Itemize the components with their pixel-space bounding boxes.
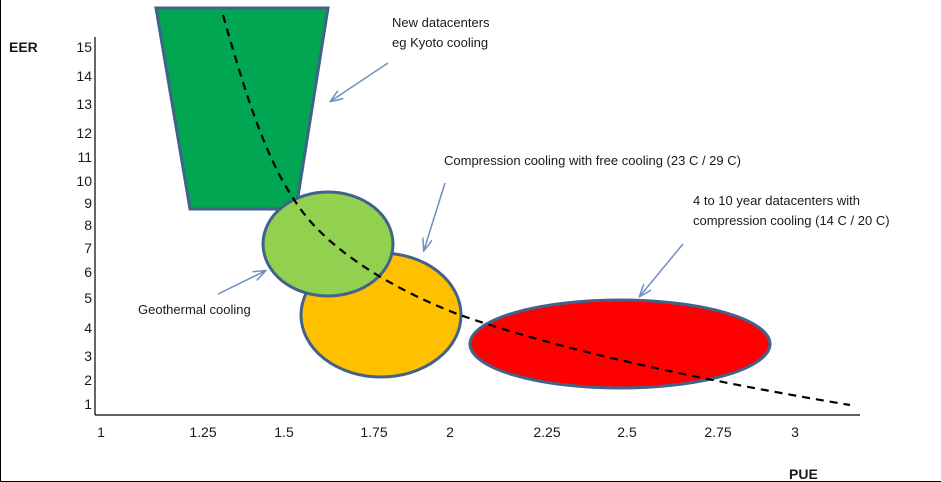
y-tick-label: 1 xyxy=(84,396,92,412)
y-tick-label: 10 xyxy=(76,173,92,189)
y-tick-label: 6 xyxy=(84,264,92,280)
x-tick-label: 2.5 xyxy=(617,424,637,440)
region-new-datacenters xyxy=(154,6,330,211)
y-tick-label: 12 xyxy=(76,125,92,141)
region-geothermal-cooling xyxy=(261,190,395,298)
y-tick-label: 15 xyxy=(76,39,92,55)
arrow-compression-free-cooling xyxy=(424,182,446,250)
x-tick-label: 2 xyxy=(446,424,454,440)
y-tick-label: 11 xyxy=(77,149,92,165)
annotation-new-datacenters-line-2: eg Kyoto cooling xyxy=(392,35,488,50)
y-tick-label: 3 xyxy=(84,348,92,364)
annotation-4-to-10-year-line-2: compression cooling (14 C / 20 C) xyxy=(693,213,890,228)
y-tick-label: 13 xyxy=(76,96,92,112)
x-axis-title: PUE xyxy=(789,466,818,482)
y-tick-label: 4 xyxy=(84,320,92,336)
x-tick-label: 1 xyxy=(97,424,105,440)
x-tick-label: 1.25 xyxy=(189,424,216,440)
y-tick-label: 9 xyxy=(84,195,92,211)
annotation-4-to-10-year-line-1: 4 to 10 year datacenters with xyxy=(693,193,860,208)
x-tick-label: 2.75 xyxy=(704,424,731,440)
y-tick-label: 14 xyxy=(76,68,92,84)
x-tick-label: 3 xyxy=(791,424,799,440)
arrow-4-to-10-year-datacenters xyxy=(640,243,684,296)
arrow-geothermal-cooling xyxy=(217,271,265,295)
x-tick-label: 1.5 xyxy=(274,424,294,440)
annotation-new-datacenters-line-1: New datacenters xyxy=(392,15,490,30)
y-axis-title: EER xyxy=(9,39,38,55)
annotation-compression-free-cooling: Compression cooling with free cooling (2… xyxy=(444,153,741,168)
x-tick-label: 2.25 xyxy=(533,424,560,440)
y-tick-label: 5 xyxy=(84,290,92,306)
annotation-geothermal-cooling: Geothermal cooling xyxy=(138,302,251,317)
x-tick-label: 1.75 xyxy=(360,424,387,440)
y-tick-label: 8 xyxy=(84,217,92,233)
arrow-new-datacenters xyxy=(331,62,389,101)
region-4-to-10-year-datacenters xyxy=(468,298,772,390)
y-tick-label: 2 xyxy=(84,372,92,388)
y-tick-label: 7 xyxy=(84,240,92,256)
